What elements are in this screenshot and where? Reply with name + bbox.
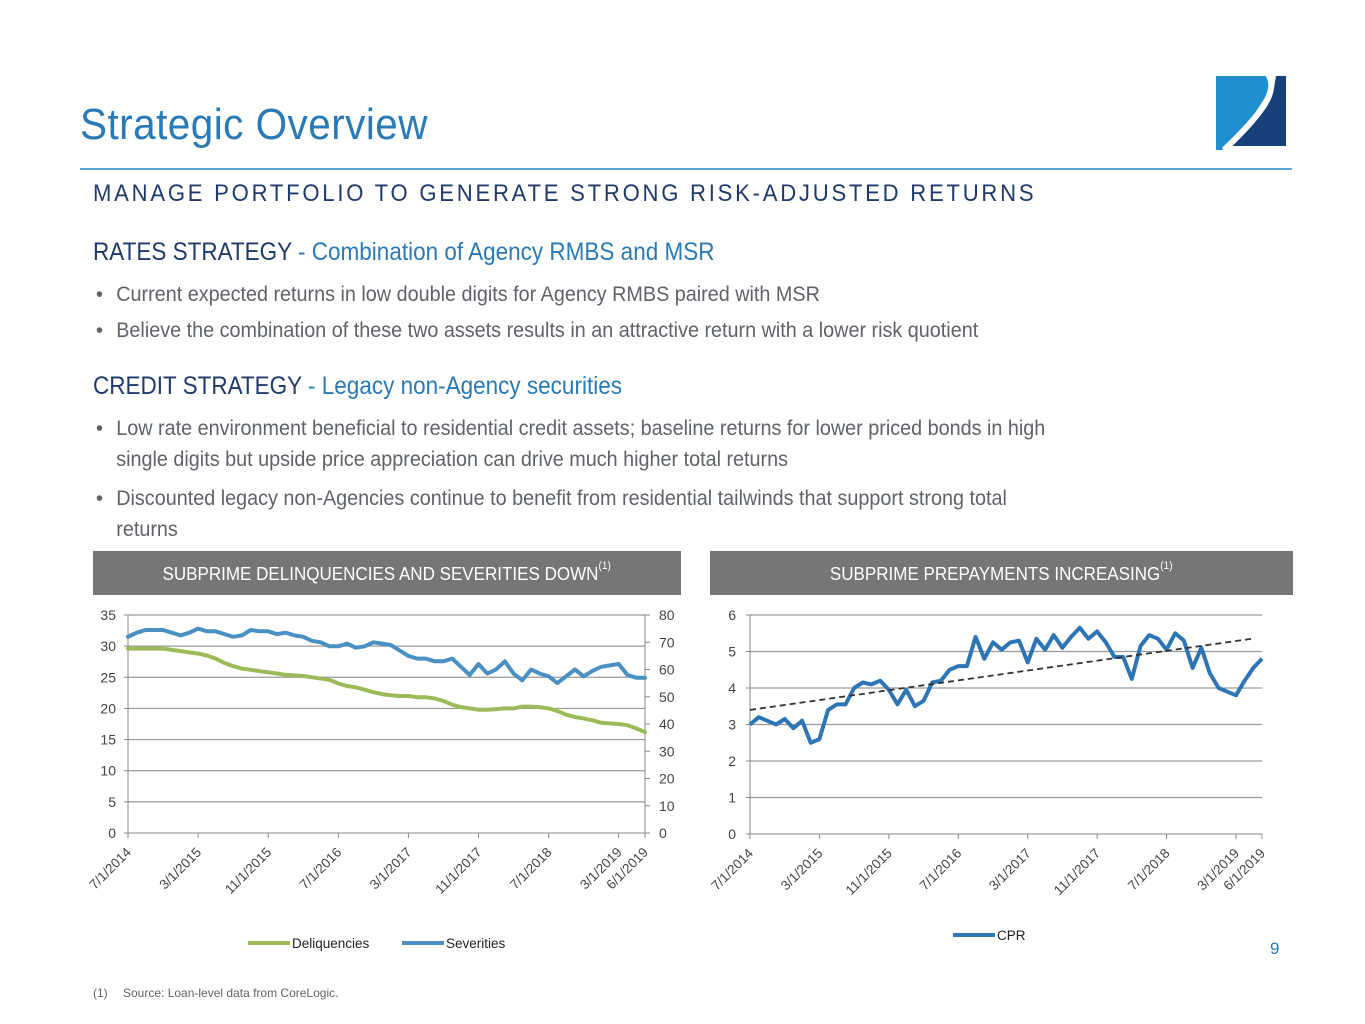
section-heading-credit: CREDIT STRATEGY - Legacy non-Agency secu… [93,372,622,401]
x-tick-label: 3/1/2015 [156,845,204,893]
page-title: Strategic Overview [80,100,428,149]
footnote-text: Source: Loan-level data from CoreLogic. [123,986,339,1000]
bullet-item: • Low rate environment beneficial to resi… [96,413,1045,475]
x-tick-label: 11/1/2015 [222,845,274,897]
footnote-marker: (1) [598,560,612,572]
y-left-tick-label: 35 [100,607,116,623]
y-right-tick-label: 10 [659,798,675,814]
y-right-tick-label: 80 [659,607,675,623]
footnote: (1) Source: Loan-level data from CoreLogi… [93,986,338,1000]
bullet-text-continued: single digits but upside price appreciat… [116,447,789,471]
footnote-marker: (1) [1160,560,1173,572]
series-line-cpr [748,625,1264,745]
y-right-tick-label: 70 [659,634,675,650]
y-tick-label: 1 [728,790,736,806]
x-tick-label: 7/1/2016 [917,846,965,894]
y-right-tick-label: 50 [659,689,675,705]
bullet-item: • Discounted legacy non-Agencies continue… [96,483,1007,545]
section-tagline: Legacy non-Agency securities [321,372,622,400]
x-tick-label: 11/1/2015 [843,846,895,898]
x-tick-label: 11/1/2017 [1051,846,1103,898]
y-left-tick-label: 5 [108,794,116,810]
y-left-tick-label: 20 [100,700,116,716]
bullet-text: Current expected returns in low double d… [116,282,820,306]
logo-swoosh [1221,74,1275,150]
section-separator: - [291,238,312,266]
x-tick-label: 7/1/2016 [297,845,345,893]
company-logo [1216,74,1286,150]
y-right-tick-label: 20 [659,771,675,787]
y-left-tick-label: 25 [100,669,116,685]
y-left-tick-label: 10 [100,763,116,779]
prepayments-chart: 0 1 2 3 4 5 6 7/1/2014 3/1/2015 11/1/2015 7/1/2016… [708,607,1268,943]
bullet-dot-icon: • [96,282,103,306]
y-tick-label: 2 [728,753,736,769]
section-label: RATES STRATEGY [93,238,292,266]
chart-header-delinquencies: SUBPRIME DELINQUENCIES AND SEVERITIES DO… [93,551,681,595]
bullet-dot-icon: • [96,416,103,440]
y-left-tick-label: 15 [100,732,116,748]
section-separator: - [301,372,322,400]
x-tick-label: 7/1/2018 [1125,846,1173,894]
bullet-text: Believe the combination of these two ass… [116,318,979,342]
y-left-tick-label: 30 [100,638,116,654]
delinquencies-severities-chart: 0 5 10 15 20 25 30 35 0 10 20 30 40 50 60 70 80 7/1/2014 3… [86,607,675,951]
logo-light-panel [1216,76,1270,150]
series-line-deliquencies [126,646,647,735]
bullet-text-continued: returns [116,517,178,541]
section-label: CREDIT STRATEGY [93,372,302,400]
bullet-item: • Current expected returns in low double … [96,279,820,310]
x-tick-label: 11/1/2017 [432,845,484,897]
x-tick-label: 7/1/2014 [86,844,134,892]
y-tick-label: 5 [728,644,736,660]
legend-label-severities: Severities [446,936,506,951]
bullet-text: Low rate environment beneficial to resid… [116,416,1046,440]
legend-label-deliquencies: Deliquencies [292,936,370,951]
y-tick-label: 6 [728,607,736,623]
legend-label-cpr: CPR [997,928,1026,943]
x-tick-label: 3/1/2017 [367,845,415,893]
page-subtitle: MANAGE PORTFOLIO TO GENERATE STRONG RISK… [93,180,1037,207]
x-tick-label: 7/1/2014 [708,845,756,893]
x-tick-label: 3/1/2015 [778,846,826,894]
title-divider [80,168,1292,170]
bullet-item: • Believe the combination of these two as… [96,315,978,346]
x-tick-label: 7/1/2018 [507,845,555,893]
page-number: 9 [1270,939,1280,958]
y-right-tick-label: 60 [659,662,675,678]
chart-title: SUBPRIME PREPAYMENTS INCREASING [830,563,1161,584]
bullet-text: Discounted legacy non-Agencies continue … [116,486,1007,510]
y-right-tick-label: 30 [659,743,675,759]
footnote-number: (1) [93,986,108,1000]
y-left-tick-label: 0 [108,825,116,841]
bullet-dot-icon: • [96,318,103,342]
y-tick-label: 3 [728,717,736,733]
trend-line [749,637,1253,711]
section-tagline: Combination of Agency RMBS and MSR [311,238,715,266]
x-tick-label: 3/1/2017 [986,846,1034,894]
y-tick-label: 0 [728,826,736,842]
series-line-severities [126,626,647,686]
bullet-dot-icon: • [96,486,103,510]
section-heading-rates: RATES STRATEGY - Combination of Agency R… [93,238,714,267]
chart-header-prepayments: SUBPRIME PREPAYMENTS INCREASING(1) [710,551,1293,595]
y-right-tick-label: 0 [659,825,667,841]
y-tick-label: 4 [728,680,736,696]
chart-title: SUBPRIME DELINQUENCIES AND SEVERITIES DO… [162,563,599,584]
y-right-tick-label: 40 [659,716,675,732]
